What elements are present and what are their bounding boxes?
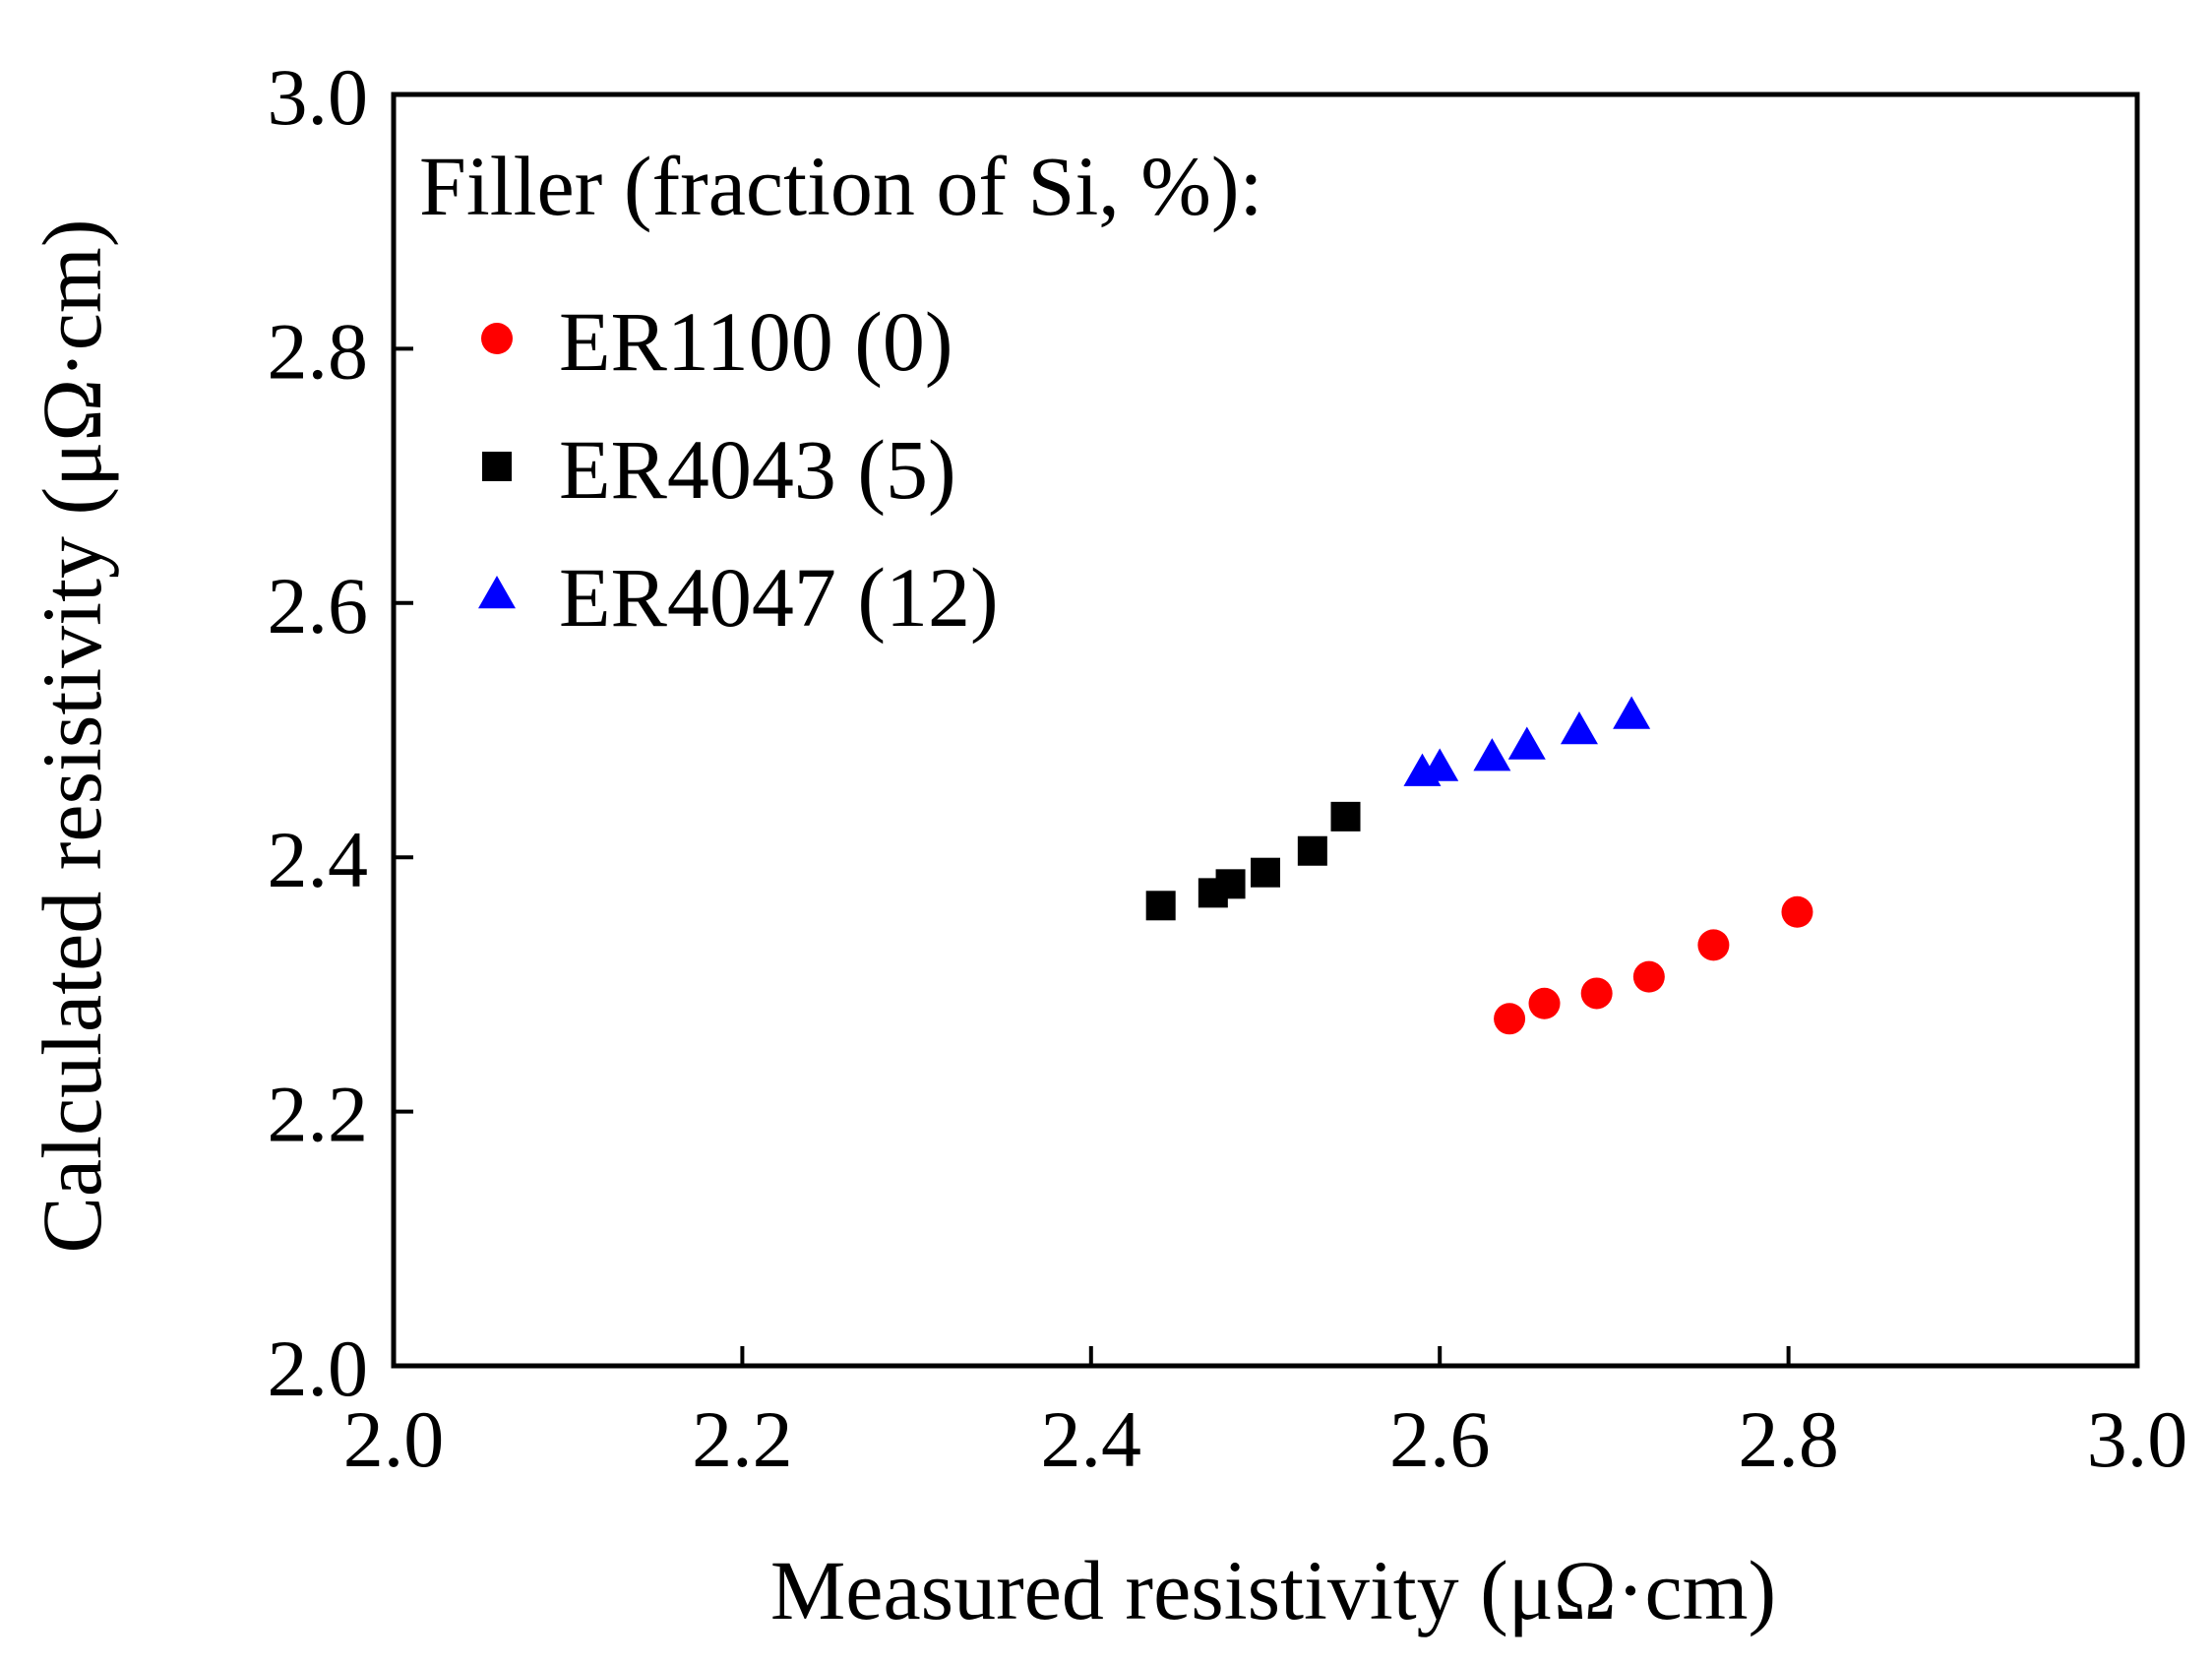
- data-point: [1560, 711, 1598, 745]
- legend-label: ER4047 (12): [559, 550, 999, 645]
- y-axis-title: Calculated resistivity (μΩ·cm): [25, 219, 119, 1254]
- data-point: [1528, 987, 1561, 1019]
- x-tick-label: 3.0: [2087, 1394, 2188, 1484]
- legend-title: Filler (fraction of Si, %):: [419, 139, 1262, 233]
- data-point: [1613, 696, 1651, 729]
- y-tick-label: 3.0: [268, 52, 369, 142]
- legend-marker-circle: [481, 323, 513, 354]
- x-tick-label: 2.4: [1041, 1394, 1142, 1484]
- series-er4047: [1403, 696, 1651, 786]
- data-point: [1215, 869, 1246, 899]
- data-point: [1697, 929, 1730, 961]
- data-point: [1421, 748, 1459, 781]
- axes: 2.0 2.2 2.4 2.6 2.8 3.0 2.0 2.2 2.4 2.6 2.8 3.0: [268, 52, 2188, 1484]
- y-tick-label: 2.4: [268, 815, 369, 904]
- x-tick-label: 2.2: [692, 1394, 793, 1484]
- legend-label: ER1100 (0): [559, 294, 952, 389]
- x-tick-label: 2.8: [1738, 1394, 1839, 1484]
- data-point: [1330, 801, 1361, 832]
- data-point: [1580, 977, 1613, 1010]
- legend-marker-triangle: [478, 576, 516, 609]
- y-tick-label: 2.2: [268, 1070, 369, 1159]
- x-axis-title: Measured resistivity (μΩ·cm): [770, 1543, 1776, 1637]
- data-marks: [1145, 696, 1813, 1035]
- data-point: [1632, 960, 1665, 993]
- x-tick-label: 2.6: [1389, 1394, 1491, 1484]
- data-point: [1251, 857, 1280, 888]
- data-point: [1507, 726, 1546, 760]
- data-point: [1494, 1003, 1526, 1035]
- x-tick-label: 2.0: [343, 1394, 445, 1484]
- series-er4043: [1145, 801, 1361, 921]
- data-point: [1297, 835, 1327, 866]
- plot-frame: [391, 92, 2140, 1369]
- series-er1100: [1494, 895, 1813, 1035]
- data-point: [1145, 891, 1176, 921]
- data-point: [1781, 895, 1813, 928]
- data-point: [1473, 738, 1511, 771]
- legend-marker-square: [482, 452, 512, 481]
- y-tick-label: 2.8: [268, 306, 369, 396]
- legend: Filler (fraction of Si, %): ER1100 (0) ER…: [419, 139, 1262, 645]
- y-tick-label: 2.0: [268, 1324, 369, 1413]
- y-tick-label: 2.6: [268, 561, 369, 650]
- legend-label: ER4043 (5): [559, 422, 956, 517]
